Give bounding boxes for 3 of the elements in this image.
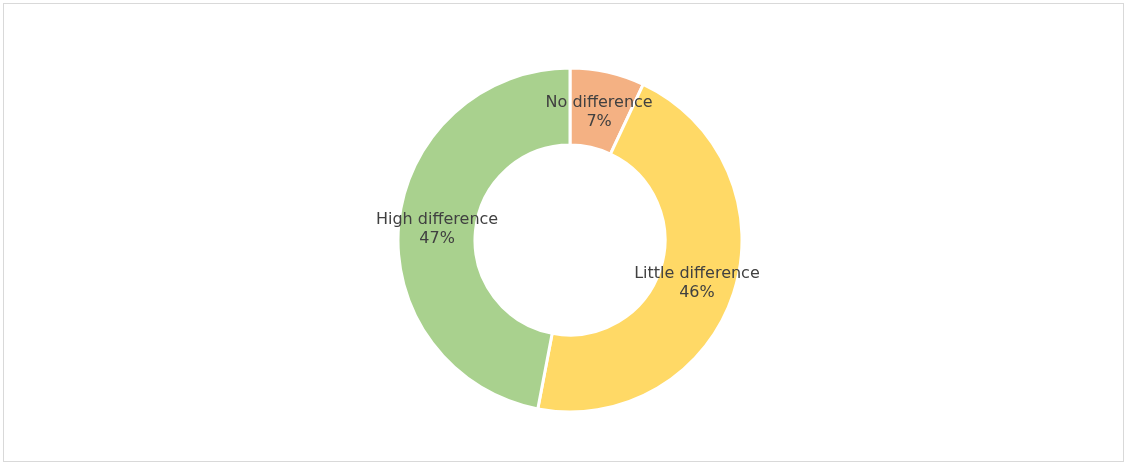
data-label: 7% <box>586 110 612 130</box>
data-label: 46% <box>679 282 715 302</box>
data-label: 47% <box>419 228 455 248</box>
